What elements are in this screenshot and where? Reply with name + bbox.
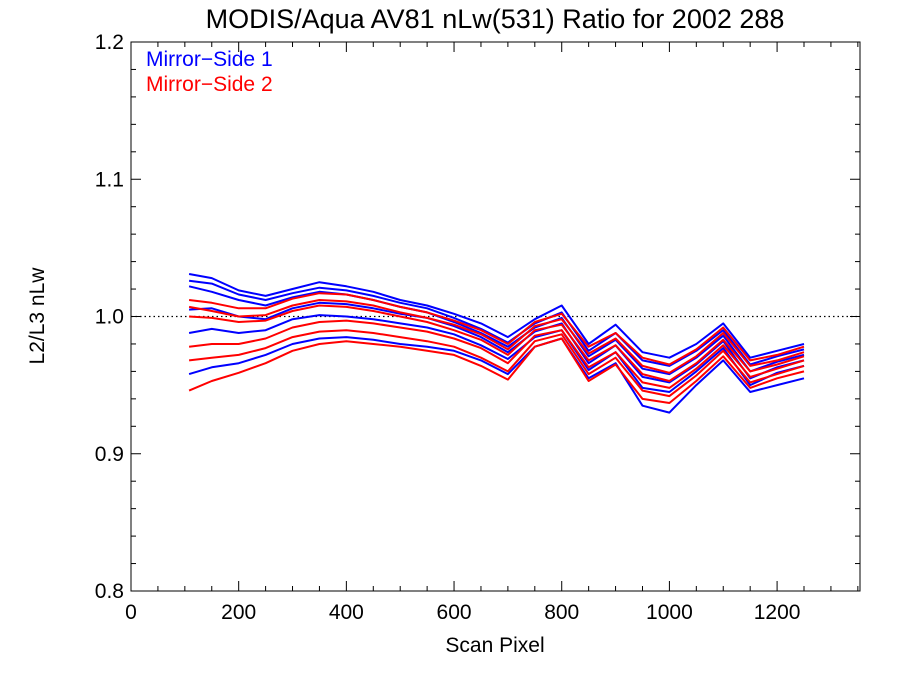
y-tick-label: 1.1 [95,168,124,191]
chart-title: MODIS/Aqua AV81 nLw(531) Ratio for 2002 … [206,4,785,34]
series-group [188,273,805,414]
x-axis-label: Scan Pixel [445,634,544,657]
series-line-1 [188,273,805,359]
x-tick-label: 600 [437,601,472,624]
axis-tick-labels: 0 200 400 600 800 1000 1200 0.8 0.9 1.0 1.1 1.2 [95,31,801,624]
series-line-7 [188,292,805,366]
series-line-12 [188,337,805,404]
series-line-5 [188,314,805,393]
y-tick-label: 1.0 [95,306,124,329]
series-line-11 [188,329,805,398]
y-axis-label: L2/L3 nLw [26,267,49,365]
series-line-2 [188,279,805,367]
x-tick-label: 1200 [754,601,801,624]
x-tick-label: 1000 [646,601,693,624]
series-line-10 [188,319,805,389]
x-tick-label: 200 [221,601,256,624]
y-tick-label: 0.8 [95,580,124,603]
x-tick-label: 0 [125,601,137,624]
y-tick-label: 0.9 [95,443,124,466]
series-line-9 [189,304,805,382]
series-line-3 [188,285,805,376]
series-line-8 [188,299,805,374]
x-tick-label: 400 [329,601,364,624]
x-tick-label: 800 [544,601,579,624]
legend-entry-2: Mirror−Side 2 [146,73,273,96]
series-line-6 [188,336,805,414]
legend-entry-1: Mirror−Side 1 [146,48,273,71]
axis-ticks [130,41,860,592]
y-tick-label: 1.2 [95,31,124,54]
